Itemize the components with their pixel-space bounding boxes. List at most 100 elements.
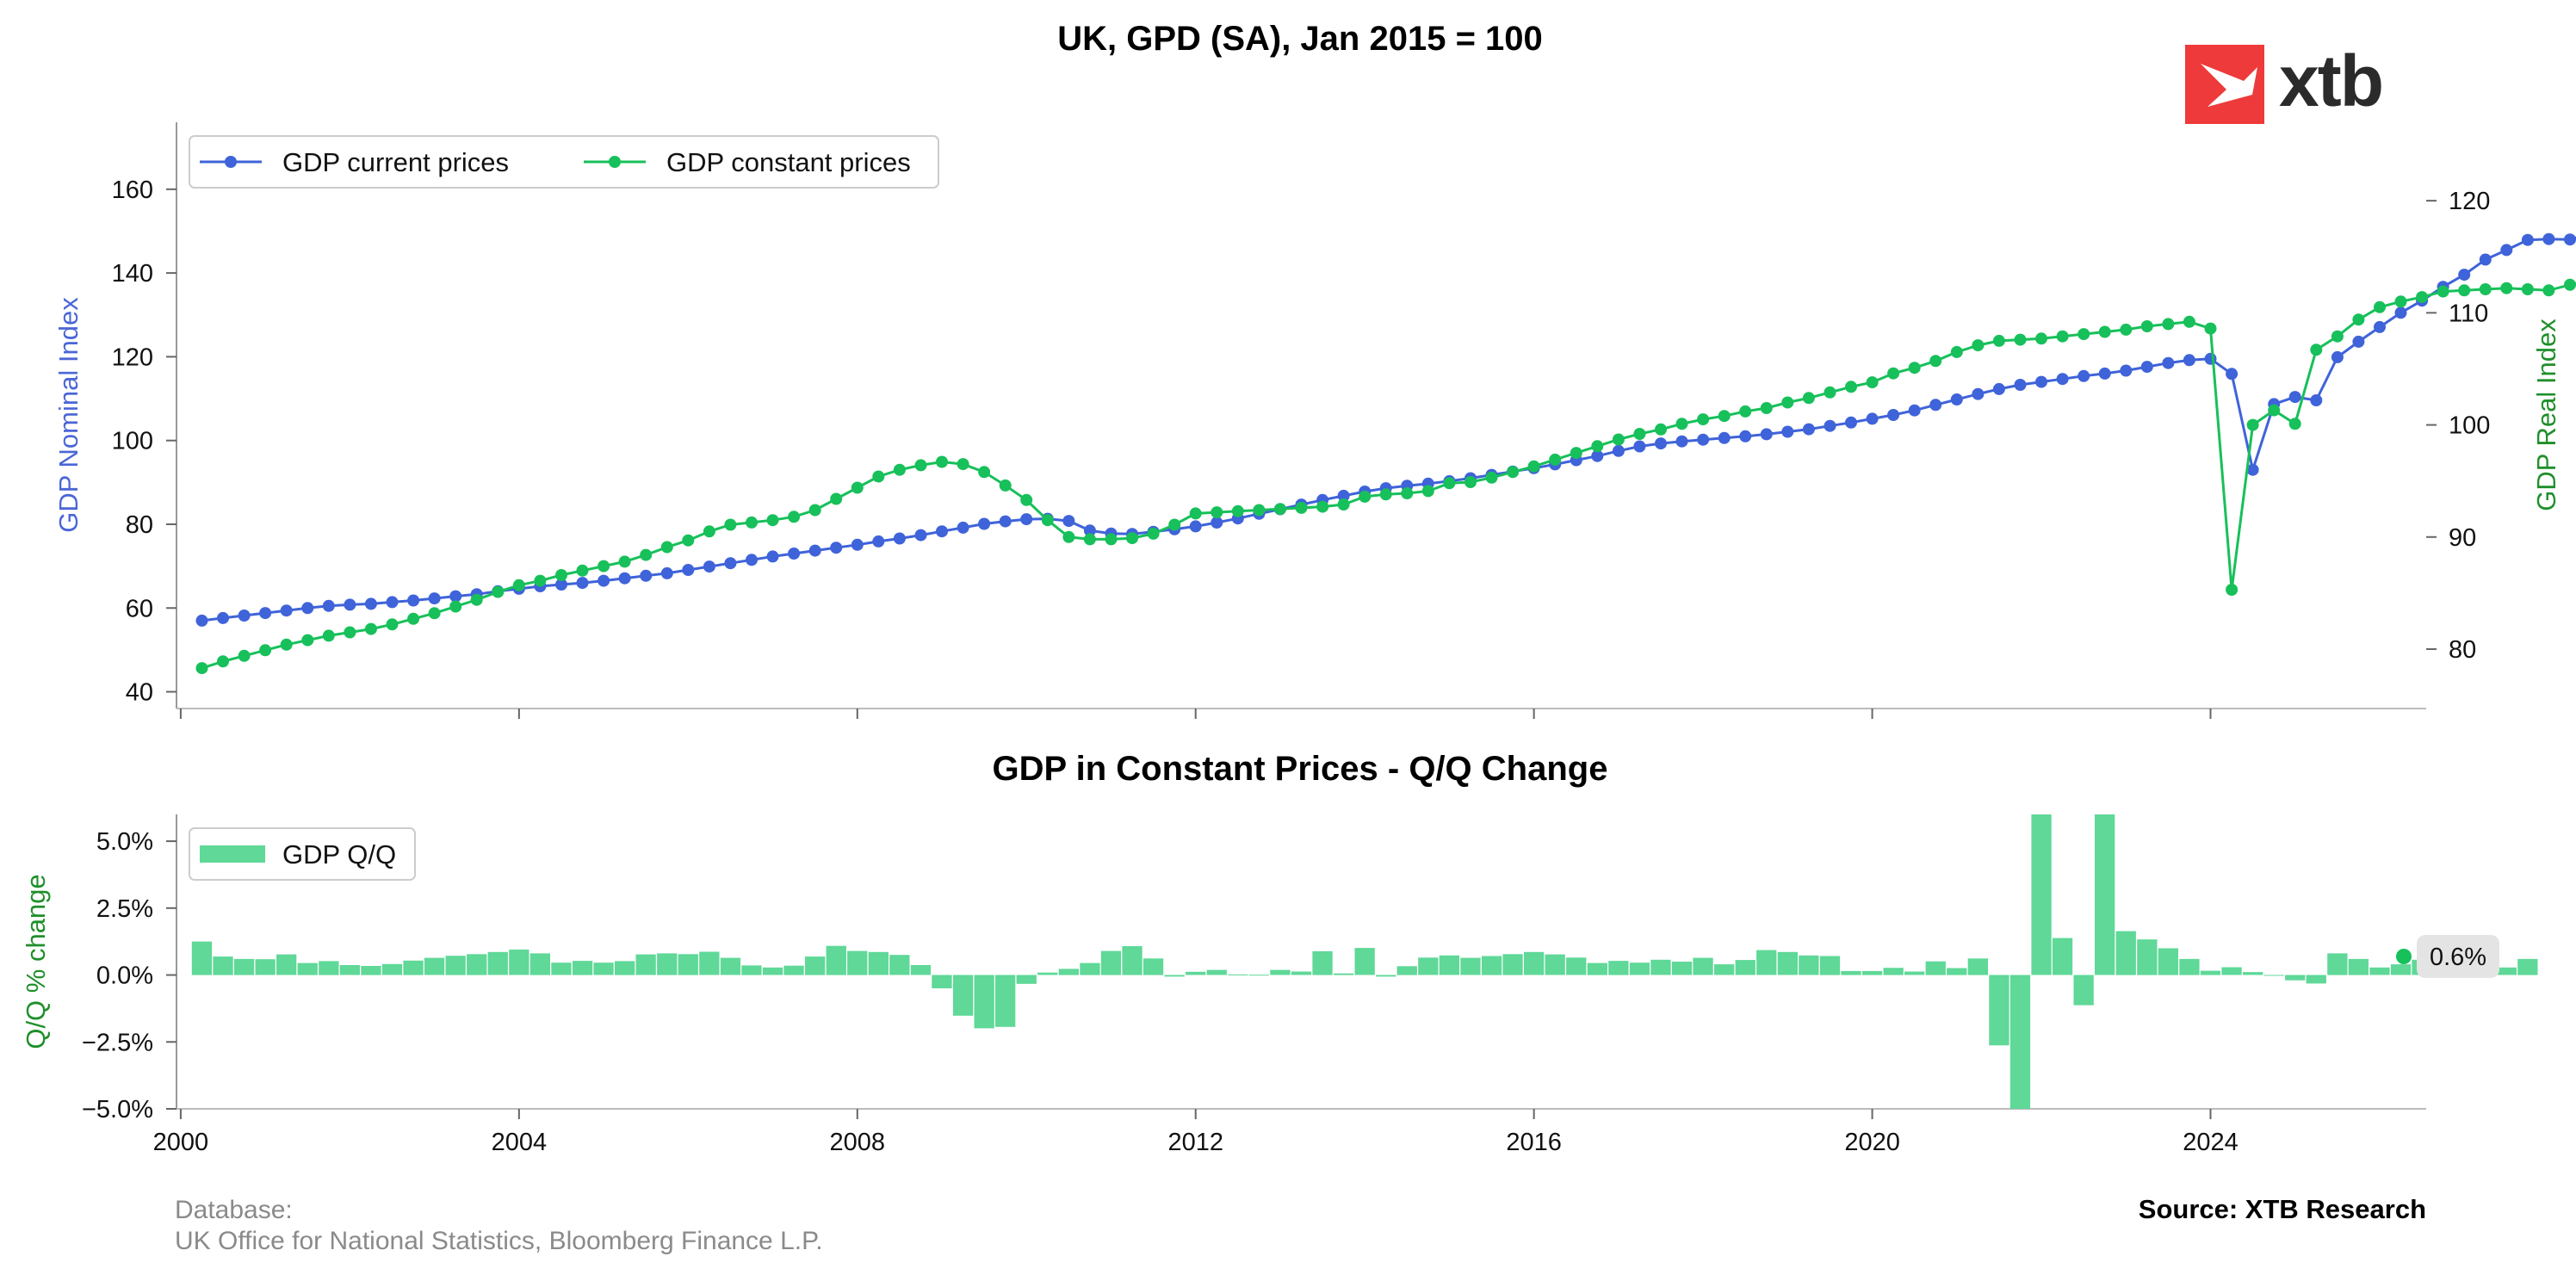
qq-bar [1714, 964, 1735, 975]
current-prices-point [957, 521, 969, 534]
top-left-y-tick-label: 60 [126, 595, 153, 622]
constant-prices-point [1147, 527, 1160, 540]
qq-bar [191, 941, 213, 975]
current-prices-point [386, 596, 399, 609]
constant-prices-point [766, 514, 779, 527]
top-left-y-tick-label: 120 [112, 344, 153, 371]
current-prices-point [1908, 404, 1921, 417]
constant-prices-point [851, 481, 864, 494]
current-prices-point [703, 560, 715, 573]
qq-bar [1671, 962, 1693, 975]
qq-bar [2179, 958, 2200, 975]
last-value-label: 0.6% [2430, 944, 2486, 971]
qq-bar [1100, 950, 1122, 975]
top-left-y-tick-label: 100 [112, 428, 153, 455]
qq-bar [762, 967, 783, 975]
qq-bar [2369, 967, 2390, 975]
current-prices-point [259, 607, 272, 620]
qq-bar [2243, 972, 2263, 975]
bottom-legend-frame [189, 827, 416, 881]
current-prices-point [999, 515, 1012, 528]
constant-prices-point [1211, 506, 1223, 519]
constant-prices-point [344, 626, 356, 639]
qq-bar [1608, 961, 1629, 975]
constant-prices-point [1992, 334, 2005, 347]
current-prices-point [344, 598, 356, 611]
current-prices-point [2458, 269, 2471, 282]
xtb-logo-text: xtb [2279, 40, 2382, 121]
qq-bar [1883, 968, 1904, 975]
constant-prices-point [1845, 381, 1857, 393]
constant-prices-point [301, 634, 314, 647]
top-right-y-tick-label: 90 [2449, 524, 2476, 552]
current-prices-point [872, 535, 885, 548]
top-y-axis-right-label: GDP Real Index [2531, 319, 2561, 511]
qq-bar [657, 953, 678, 975]
constant-prices-point [2374, 300, 2386, 313]
qq-bar [2496, 967, 2517, 975]
qq-bar [1058, 969, 1079, 975]
constant-prices-point [872, 470, 885, 483]
constant-prices-point [2500, 282, 2513, 294]
bottom-x-ticks: 2000 2004 2008 2012 2016 2020 2024 [153, 1109, 2239, 1156]
last-value-annotation: 0.6% [2396, 935, 2499, 978]
qq-bar [974, 975, 994, 1029]
qq-bar [2221, 967, 2242, 975]
current-prices-point [2226, 368, 2239, 381]
qq-bar [1861, 970, 1883, 975]
constant-prices-point [2458, 284, 2471, 297]
series-gdp-qq-bars [191, 814, 2538, 1109]
qq-bar [635, 954, 656, 975]
qq-bar [2095, 814, 2115, 975]
current-prices-point [2521, 233, 2534, 246]
constant-prices-point [534, 574, 547, 587]
constant-prices-point [1062, 530, 1075, 543]
bottom-x-tick-label: 2024 [2183, 1129, 2239, 1156]
qq-bar [868, 951, 889, 975]
current-prices-point [576, 577, 589, 590]
current-prices-point [598, 574, 610, 587]
current-prices-point [1655, 437, 1667, 450]
qq-bar [1312, 950, 1333, 975]
constant-prices-point [1802, 392, 1815, 405]
constant-prices-point [1929, 355, 1942, 368]
constant-prices-point [1485, 471, 1498, 484]
bottom-y-axis-label: Q/Q % change [21, 874, 51, 1049]
qq-bar [741, 965, 762, 975]
bottom-y-tick-label: −2.5% [82, 1029, 153, 1056]
constant-prices-point [1464, 476, 1477, 488]
current-prices-point [1718, 431, 1731, 444]
current-prices-point [1760, 428, 1773, 441]
constant-prices-point [1908, 362, 1921, 374]
current-prices-point [1697, 433, 1710, 446]
qq-bar [255, 959, 276, 975]
constant-prices-point [1697, 413, 1710, 426]
qq-bar [381, 963, 403, 975]
current-prices-point [851, 538, 864, 551]
current-prices-point [618, 572, 631, 585]
constant-prices-point [2098, 325, 2111, 338]
current-prices-point [238, 610, 251, 622]
constant-prices-point [936, 455, 948, 468]
qq-bar [1502, 954, 1523, 975]
current-prices-point [280, 604, 293, 617]
current-prices-point [195, 614, 208, 627]
qq-bar [593, 962, 614, 975]
qq-bar [1693, 957, 1713, 975]
constant-prices-point [1168, 518, 1181, 531]
top-legend: GDP current prices GDP constant prices [189, 135, 939, 189]
current-prices-point [2162, 356, 2175, 369]
qq-bar [2158, 948, 2178, 975]
constant-prices-point [364, 622, 377, 635]
bottom-y-tick-label: 0.0% [96, 962, 153, 990]
legend-label-gdp-qq: GDP Q/Q [282, 839, 396, 870]
qq-bar [2285, 975, 2306, 981]
qq-bar [1270, 969, 1291, 975]
constant-prices-point [598, 560, 610, 573]
constant-prices-point [2204, 322, 2217, 335]
current-prices-point [2331, 350, 2344, 363]
current-prices-point [830, 542, 843, 554]
qq-bar [361, 966, 381, 975]
current-prices-point [640, 569, 653, 582]
constant-prices-point [1950, 345, 1963, 358]
